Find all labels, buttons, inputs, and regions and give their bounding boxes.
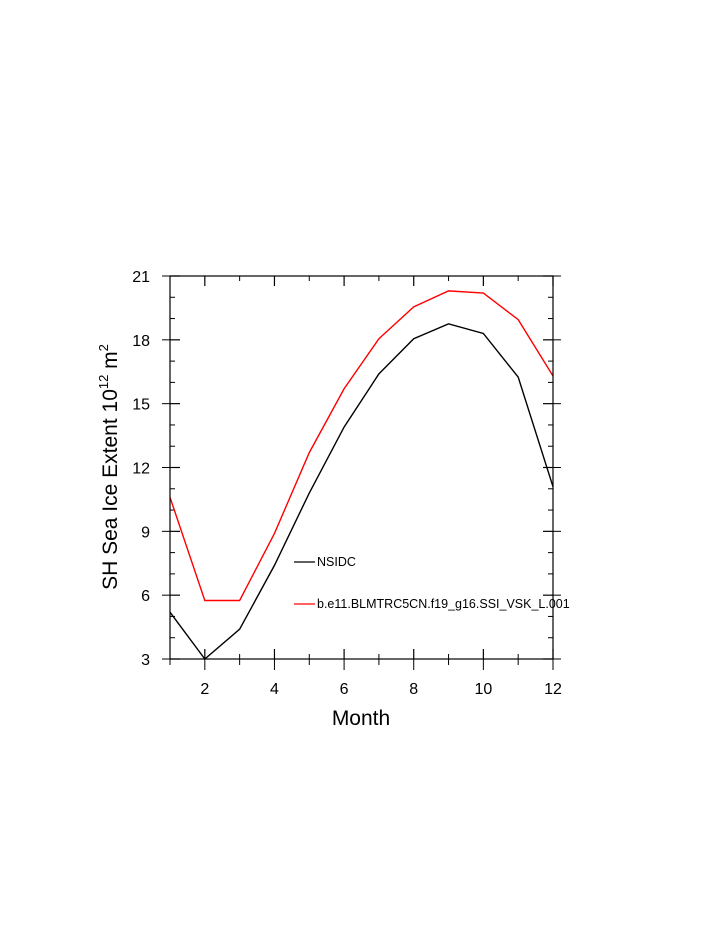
y-tick-label: 9 xyxy=(141,524,150,541)
x-axis-title: Month xyxy=(332,707,390,730)
legend-label-nsidc: NSIDC xyxy=(317,555,356,569)
y-tick-label: 12 xyxy=(132,461,150,478)
y-axis-title-unit: m xyxy=(99,351,122,374)
y-tick-label: 3 xyxy=(141,652,150,669)
y-tick-label: 21 xyxy=(132,269,150,286)
y-axis-title-main: SH Sea Ice Extent 10 xyxy=(99,389,122,590)
series-line-nsidc xyxy=(169,323,554,661)
x-tick-label: 4 xyxy=(270,681,279,698)
series-line-experiment xyxy=(169,290,554,602)
y-tick-label: 6 xyxy=(141,588,150,605)
x-tick-label: 2 xyxy=(200,681,209,698)
legend: NSIDC b.e11.BLMTRC5CN.f19_g16.SSI_VSK_L.… xyxy=(294,555,570,611)
legend-label-experiment: b.e11.BLMTRC5CN.f19_g16.SSI_VSK_L.001 xyxy=(317,597,570,611)
x-tick-label: 6 xyxy=(340,681,349,698)
tick-labels: 2 4 6 8 10 12 3 6 9 12 15 18 21 xyxy=(132,269,562,698)
x-tick-label: 8 xyxy=(409,681,418,698)
plot-frame xyxy=(169,275,554,660)
y-axis-title-exponent: 12 xyxy=(96,375,111,389)
y-axis-title: SH Sea Ice Extent 1012 m2 xyxy=(96,344,122,590)
y-tick-label: 15 xyxy=(132,397,150,414)
x-tick-label: 10 xyxy=(474,681,492,698)
y-axis-title-unit-exponent: 2 xyxy=(96,344,111,351)
x-tick-label: 12 xyxy=(544,681,562,698)
series-layer xyxy=(169,290,554,661)
y-tick-label: 18 xyxy=(132,333,150,350)
